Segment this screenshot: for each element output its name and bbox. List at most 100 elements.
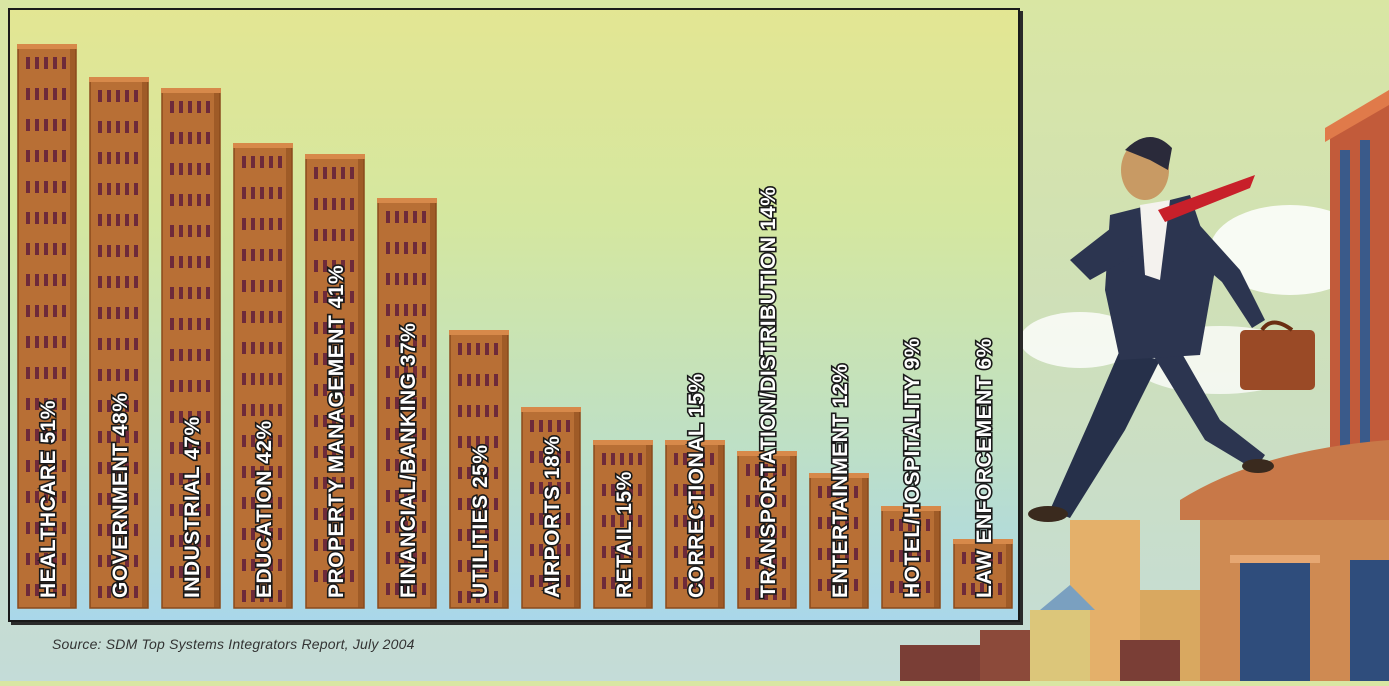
building-window [269,497,273,509]
building-window [134,431,138,443]
building-window [251,466,255,478]
building-window [251,311,255,323]
building-window [44,522,48,534]
building-window [539,575,543,587]
building-window [458,498,462,510]
building-window [62,491,66,503]
building-window [125,183,129,195]
building-window [350,198,354,210]
building-window [413,521,417,533]
building-window [926,519,930,531]
building-window [314,477,318,489]
building-window [413,273,417,285]
bar-roof [881,506,941,511]
bar [17,46,77,609]
building-window [350,477,354,489]
building-window [278,187,282,199]
building-window [26,336,30,348]
building-window [242,404,246,416]
building-window [836,486,840,498]
building-window [134,586,138,598]
building-window [179,504,183,516]
building-window [854,517,858,529]
building-window [116,586,120,598]
building-window [485,498,489,510]
building-window [44,367,48,379]
bar-side [214,91,220,608]
building-window [341,477,345,489]
building-window [422,211,426,223]
building-window [485,343,489,355]
building-window [179,318,183,330]
building-window [386,490,390,502]
building-window [26,57,30,69]
building-window [341,384,345,396]
building-window [755,588,759,600]
building-window [323,384,327,396]
building-window [269,559,273,571]
building-window [332,229,336,241]
building-window [854,486,858,498]
building-window [98,121,102,133]
building-window [26,274,30,286]
building-window [701,484,705,496]
building-window [116,462,120,474]
building-window [314,167,318,179]
building-window [566,513,570,525]
building-window [98,338,102,350]
building-window [764,588,768,600]
building-window [611,484,615,496]
building-window [818,579,822,591]
building-window [395,490,399,502]
building-window [332,167,336,179]
bar-roof [737,451,797,456]
building-window [890,550,894,562]
building-window [917,519,921,531]
building-window [197,287,201,299]
building-window [620,515,624,527]
building-window [170,411,174,423]
building-window [278,404,282,416]
building-window [116,400,120,412]
building-window [206,132,210,144]
bar-side [862,476,868,608]
building-window [269,342,273,354]
building-window [827,517,831,529]
building-window [53,491,57,503]
building-window [44,274,48,286]
building-window [269,156,273,168]
building-window [44,584,48,596]
building-window [323,508,327,520]
building-window [899,550,903,562]
building-window [413,583,417,595]
building-window [35,522,39,534]
building-window [188,132,192,144]
building-window [125,307,129,319]
building-window [107,245,111,257]
building-window [899,581,903,593]
building-window [35,181,39,193]
building-window [467,405,471,417]
building-window [467,560,471,572]
building-window [278,373,282,385]
bar-label: TRANSPORTATION/DISTRIBUTION 14% [757,187,780,598]
building-window [242,249,246,261]
building-window [323,570,327,582]
bar-roof [809,473,869,478]
building-window [557,451,561,463]
building-window [827,579,831,591]
building-window [413,552,417,564]
building-window [134,462,138,474]
building-window [242,373,246,385]
building-window [278,249,282,261]
building-window [242,559,246,571]
building-window [269,466,273,478]
building-window [548,420,552,432]
building-window [332,260,336,272]
building-window [674,453,678,465]
building-window [53,584,57,596]
building-window [341,353,345,365]
building-window [35,491,39,503]
building-window [980,552,984,564]
building-window [170,163,174,175]
